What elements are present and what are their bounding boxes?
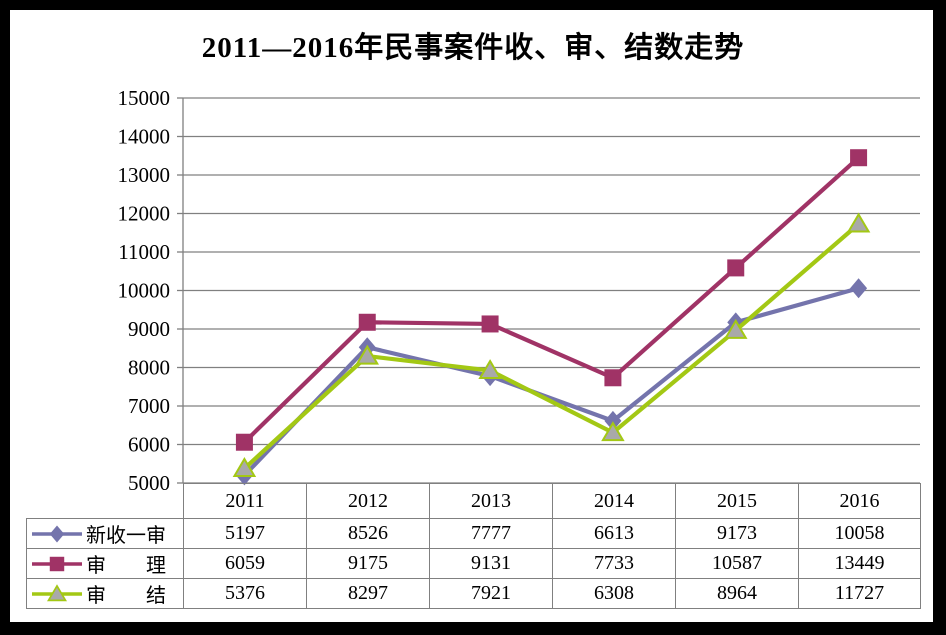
y-axis-label: 8000	[128, 356, 170, 380]
value-cell: 10587	[675, 548, 799, 579]
y-axis-label: 10000	[118, 279, 171, 303]
table-row: 新收一审 5197 8526 7777 6613 9173 10058	[26, 518, 921, 549]
data-point-marker-square	[604, 369, 622, 387]
y-axis-label: 14000	[118, 125, 171, 149]
series-0	[235, 278, 868, 486]
legend-cell: 审 理	[26, 548, 184, 579]
series-line	[242, 222, 860, 471]
y-axis-label: 13000	[118, 163, 171, 187]
data-point-marker-triangle	[724, 318, 748, 339]
legend-label: 审 结	[86, 585, 166, 607]
gridlines	[177, 97, 920, 484]
value-cell: 7733	[552, 548, 676, 579]
value-cell: 6308	[552, 578, 676, 609]
y-axis-label: 7000	[128, 394, 170, 418]
data-point-marker-square	[850, 149, 868, 167]
table-row: 审 理 6059 9175 9131 7733 10587 13449	[26, 548, 921, 579]
data-point-marker-square	[235, 433, 253, 451]
legend-label: 新收一审	[86, 525, 166, 547]
value-cell: 8297	[306, 578, 430, 609]
data-point-marker-diamond	[49, 525, 65, 542]
x-axis-label-cell: 2015	[675, 483, 799, 519]
x-axis-label-cell: 2013	[429, 483, 553, 519]
table-row: 审 结 5376 8297 7921 6308 8964 11727	[26, 578, 921, 609]
y-axis-label: 5000	[128, 471, 170, 495]
series-line	[242, 156, 860, 444]
x-axis-label-cell: 2014	[552, 483, 676, 519]
data-point-marker-triangle	[478, 359, 502, 380]
data-table: 2011 2012 2013 2014 2015 2016 新收一审 5197 8526 7777…	[26, 483, 921, 609]
data-point-marker-square	[481, 315, 499, 333]
y-axis-label: 11000	[118, 240, 170, 264]
y-axis-label: 12000	[118, 202, 171, 226]
value-cell: 5376	[183, 578, 307, 609]
legend-label: 审 理	[86, 555, 166, 577]
data-point-marker-square	[49, 556, 65, 571]
x-axis-label-cell: 2016	[798, 483, 921, 519]
legend-key-icon	[32, 525, 82, 542]
data-point-marker-triangle	[846, 212, 871, 233]
value-cell: 9173	[675, 518, 799, 549]
data-point-marker-square	[358, 313, 376, 331]
value-cell: 9131	[429, 548, 553, 579]
value-cell: 10058	[798, 518, 921, 549]
series-line	[242, 286, 860, 477]
x-axis-label-row: 2011 2012 2013 2014 2015 2016	[27, 483, 921, 519]
data-point-marker-diamond	[850, 278, 868, 299]
value-cell: 9175	[306, 548, 430, 579]
value-cell: 11727	[798, 578, 921, 609]
chart-title: 2011—2016年民事案件收、审、结数走势	[201, 32, 745, 64]
data-point-marker-triangle	[232, 457, 257, 478]
legend-key-wrap: 审 结	[28, 580, 183, 608]
y-axis-label: 15000	[118, 86, 171, 110]
series-2	[232, 212, 871, 478]
value-cell: 8964	[675, 578, 799, 609]
legend-key-icon	[32, 556, 82, 571]
legend-key-wrap: 新收一审	[28, 520, 183, 548]
value-cell: 7777	[429, 518, 553, 549]
y-axis-labels: 5000 6000 7000 8000 9000 10000 11000 12000 13000…	[118, 86, 171, 495]
table-corner-blank	[27, 484, 184, 519]
value-cell: 5197	[183, 518, 307, 549]
data-point-marker-triangle	[355, 344, 379, 365]
value-cell: 13449	[798, 548, 921, 579]
y-axis-label: 9000	[128, 317, 170, 341]
value-cell: 6059	[183, 548, 307, 579]
x-axis-label-cell: 2011	[183, 483, 307, 519]
legend-cell: 审 结	[26, 578, 184, 609]
legend-cell: 新收一审	[26, 518, 184, 549]
data-point-marker-triangle	[601, 421, 625, 442]
x-axis-label-cell: 2012	[306, 483, 430, 519]
value-cell: 7921	[429, 578, 553, 609]
legend-key-icon	[32, 583, 82, 601]
data-point-marker-square	[727, 259, 745, 277]
data-point-marker-triangle	[47, 583, 67, 601]
value-cell: 8526	[306, 518, 430, 549]
legend-key-wrap: 审 理	[28, 550, 183, 578]
value-cell: 6613	[552, 518, 676, 549]
series-1	[235, 149, 868, 451]
y-axis-label: 6000	[128, 433, 170, 457]
data-point-marker-diamond	[604, 410, 622, 431]
